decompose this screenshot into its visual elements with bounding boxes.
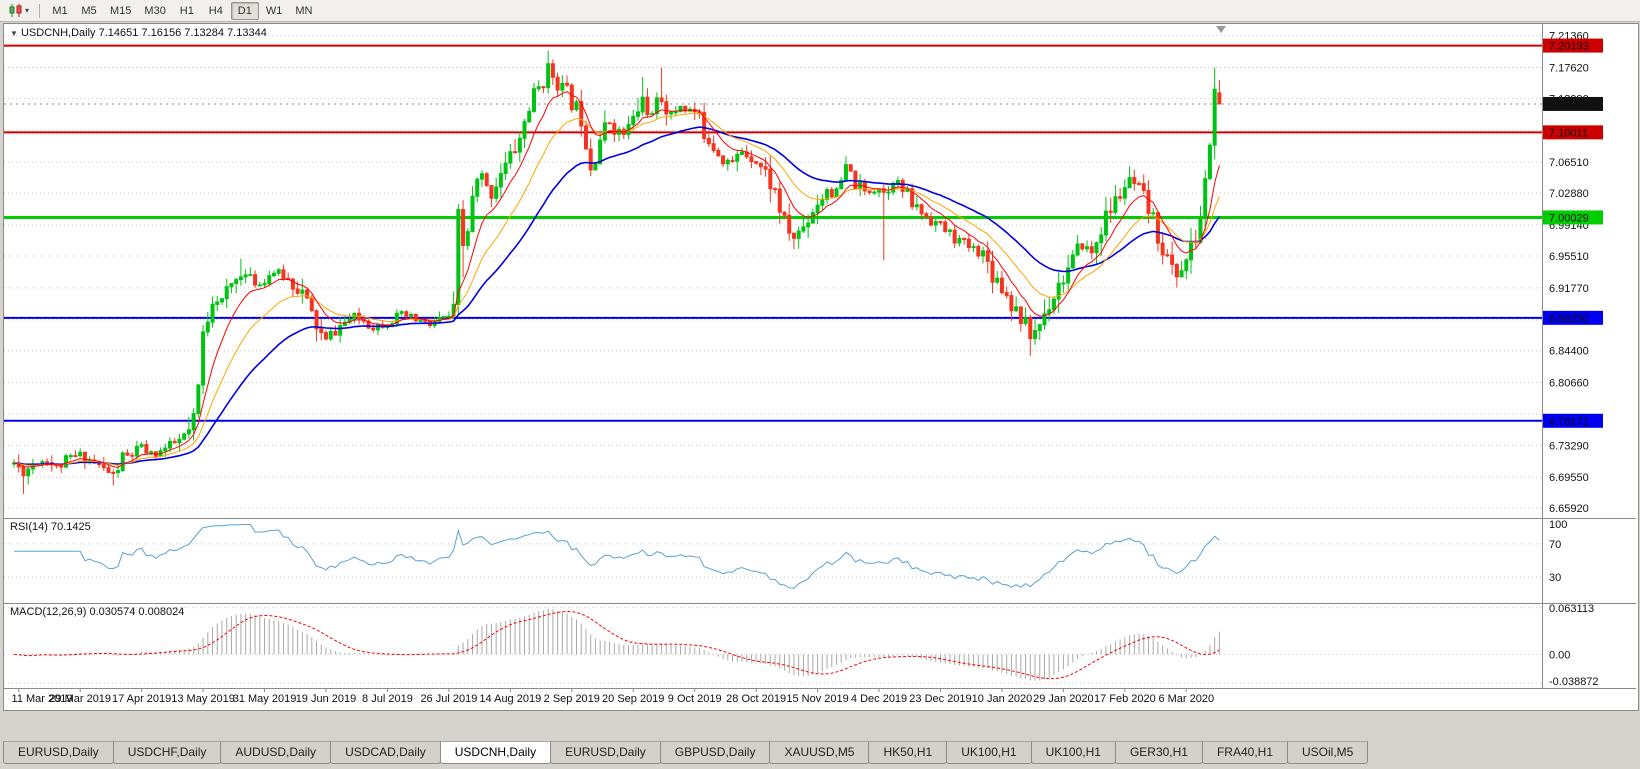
time-axis-label: 29 Mar 2019	[49, 693, 111, 705]
chart-shift-marker-icon[interactable]	[1216, 26, 1226, 33]
time-axis-label: 8 Jul 2019	[362, 693, 413, 705]
chart-window: 7.213607.176207.139907.065107.028806.991…	[3, 23, 1639, 711]
tab-xauusd-m5[interactable]: XAUUSD,M5	[769, 741, 870, 764]
rsi-line	[14, 524, 1220, 589]
time-axis-label: 29 Jan 2020	[1033, 693, 1094, 705]
ma-mid-line	[13, 112, 1220, 466]
timeframe-button-mn[interactable]: MN	[295, 4, 313, 17]
chart-dropdown-arrow-icon[interactable]: ▾	[25, 5, 30, 15]
time-axis-label: 2 Sep 2019	[544, 693, 600, 705]
tab-usoil-m5[interactable]: USOil,M5	[1287, 741, 1369, 764]
macd-signal-line	[13, 610, 1220, 680]
price-gridlines	[4, 35, 1542, 509]
price-scale-label: 6.95510	[1549, 251, 1589, 263]
price-scale-label: 6.69550	[1549, 472, 1589, 484]
price-chart-canvas[interactable]: 7.213607.176207.139907.065107.028806.991…	[4, 24, 1636, 708]
macd-scale-label: 0.00	[1549, 649, 1570, 661]
toolbar-separator	[39, 3, 41, 18]
timeframe-toolbar: ▾ M1 M5 M15 M30 H1 H4 D1 W1 MN	[0, 0, 1640, 22]
level-price-badge: 6.76171	[1549, 416, 1589, 428]
level-price-badge: 7.10011	[1549, 127, 1588, 139]
time-axis-label: 4 Dec 2019	[851, 693, 907, 705]
candles	[12, 50, 1222, 494]
chart-type-button[interactable]: ▾	[4, 3, 33, 18]
timeframe-buttons-group: M1 M5 M15 M30 H1 H4 D1 W1 MN	[46, 1, 318, 20]
tab-uk100-h1[interactable]: UK100,H1	[946, 741, 1032, 764]
tab-usdchf-daily[interactable]: USDCHF,Daily	[112, 741, 222, 764]
macd-scale-label: -0.038872	[1549, 676, 1599, 688]
time-axis-label: 14 Aug 2019	[479, 693, 541, 705]
rsi-pane	[4, 524, 1542, 589]
time-axis-label: 19 Jun 2019	[296, 693, 357, 705]
time-axis-label: 10 Jan 2020	[972, 693, 1033, 705]
tab-gbpusd-daily[interactable]: GBPUSD,Daily	[659, 741, 771, 764]
time-axis-label: 20 Sep 2019	[602, 693, 664, 705]
timeframe-button-m30[interactable]: M30	[144, 4, 166, 17]
tab-fra40-h1[interactable]: FRA40,H1	[1201, 741, 1288, 764]
time-axis-label: 15 Nov 2019	[786, 693, 848, 705]
level-price-badge: 7.20193	[1549, 41, 1589, 53]
timeframe-button-d1[interactable]: D1	[230, 1, 259, 20]
tab-uk100-h1[interactable]: UK100,H1	[1030, 741, 1116, 764]
pane-separators	[4, 24, 1636, 689]
time-axis-label: 17 Apr 2019	[112, 693, 171, 705]
timeframe-button-m5[interactable]: M5	[81, 4, 97, 17]
price-scale-label: 6.80660	[1549, 378, 1589, 390]
price-scale-label: 6.91770	[1549, 283, 1589, 295]
current-price-badge: 7.13344	[1549, 99, 1589, 111]
price-scale-label: 7.17620	[1549, 63, 1589, 75]
timeframe-button-h4[interactable]: H4	[208, 4, 223, 17]
price-scale-label: 6.73290	[1549, 440, 1589, 452]
tab-audusd-daily[interactable]: AUDUSD,Daily	[220, 741, 332, 764]
time-axis-label: 6 Mar 2020	[1158, 693, 1214, 705]
time-axis-label: 11 Mar 2019	[12, 693, 73, 705]
price-scale-label: 6.65920	[1549, 503, 1589, 515]
time-axis-label: 31 May 2019	[233, 693, 297, 705]
price-scale[interactable]: 7.213607.176207.139907.065107.028806.991…	[1549, 31, 1599, 688]
macd-pane	[4, 607, 1542, 684]
rsi-scale-label: 30	[1549, 572, 1561, 584]
ma-slow-line	[13, 126, 1221, 466]
price-scale-label: 7.02880	[1549, 188, 1589, 200]
rsi-scale-label: 70	[1549, 539, 1561, 551]
horizontal-level-lines	[4, 44, 1542, 422]
chart-tab-bar: EURUSD,Daily USDCHF,Daily AUDUSD,Daily USDC…	[3, 741, 1369, 765]
tab-ger30-h1[interactable]: GER30,H1	[1114, 741, 1203, 764]
timeframe-button-w1[interactable]: W1	[265, 4, 283, 17]
timeframe-button-m15[interactable]: M15	[110, 4, 132, 17]
macd-scale-label: 0.063113	[1549, 603, 1594, 615]
timeframe-button-h1[interactable]: H1	[179, 4, 194, 17]
tab-usdcad-daily[interactable]: USDCAD,Daily	[330, 741, 441, 764]
tab-usdcnh-daily[interactable]: USDCNH,Daily	[439, 741, 552, 764]
ma-fast-line	[13, 91, 1220, 469]
time-axis-label: 26 Jul 2019	[420, 693, 477, 705]
tab-eurusd-daily[interactable]: EURUSD,Daily	[3, 741, 114, 764]
rsi-scale-label: 100	[1549, 519, 1567, 531]
level-price-badge: 6.88250	[1549, 313, 1589, 325]
time-axis-label: 23 Dec 2019	[909, 693, 971, 705]
time-axis-label: 17 Feb 2020	[1094, 693, 1156, 705]
tab-hk50-h1[interactable]: HK50,H1	[868, 741, 948, 764]
price-scale-label: 7.06510	[1549, 157, 1589, 169]
time-axis-label: 13 May 2019	[171, 693, 235, 705]
tab-eurusd-daily[interactable]: EURUSD,Daily	[550, 741, 661, 764]
price-scale-label: 6.84400	[1549, 346, 1589, 358]
time-axis-label: 9 Oct 2019	[668, 693, 722, 705]
candlestick-chart-icon	[9, 4, 22, 17]
price-badges: 7.20193 7.10011 7.00029 6.88250 6.76171 7.133…	[1543, 38, 1603, 428]
level-price-badge: 7.00029	[1549, 212, 1589, 224]
timeframe-button-m1[interactable]: M1	[52, 4, 68, 17]
workspace: 7.213607.176207.139907.065107.028806.991…	[0, 22, 1640, 769]
time-axis-label: 28 Oct 2019	[726, 693, 786, 705]
